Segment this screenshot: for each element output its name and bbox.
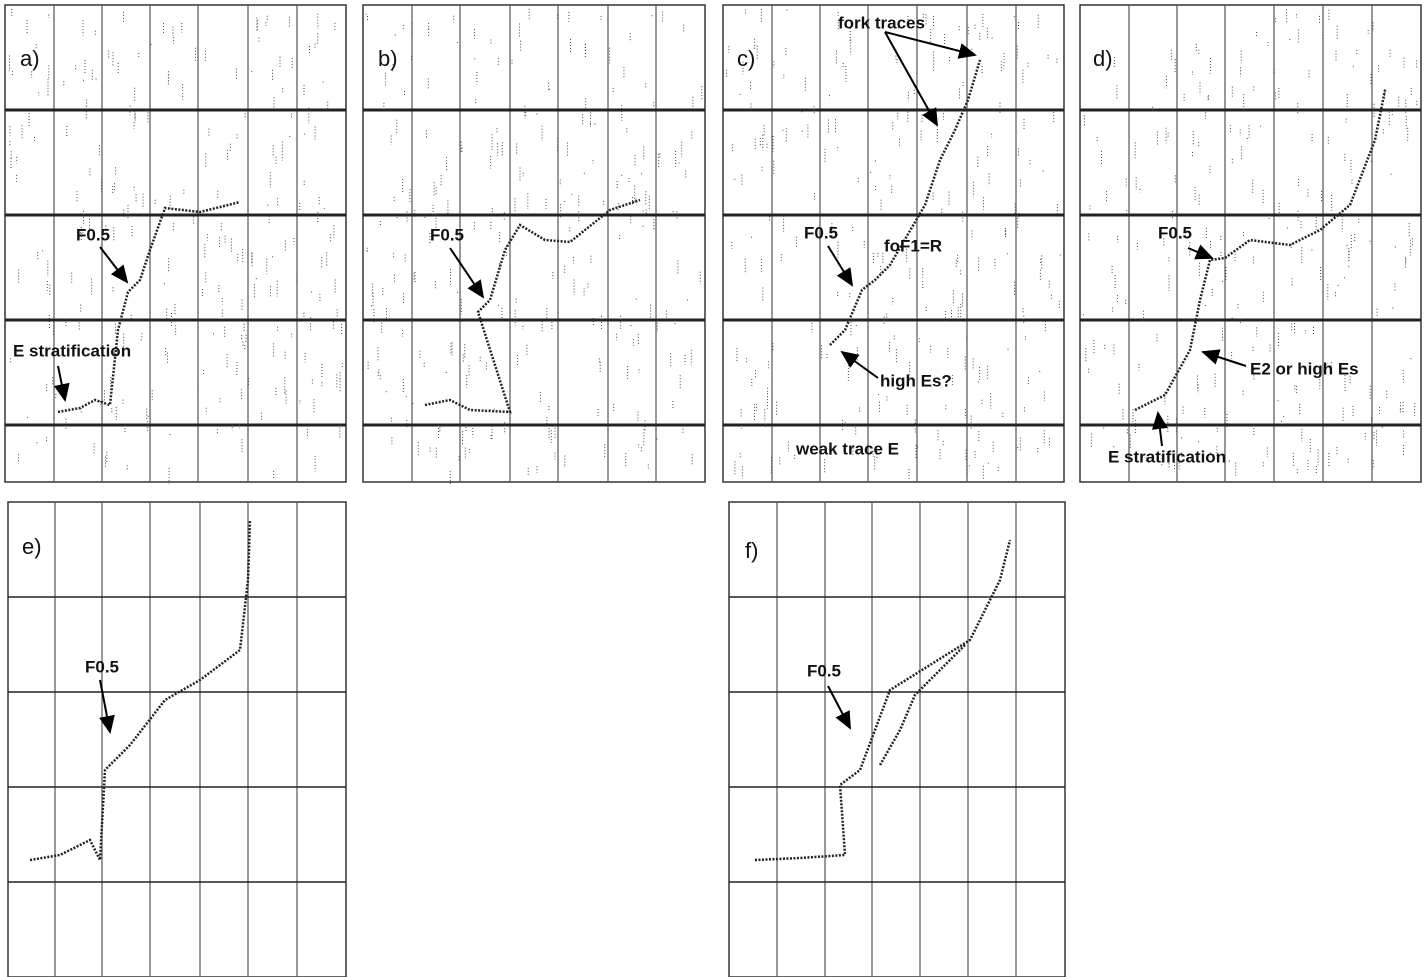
annotation: foF1=R [884, 236, 942, 255]
trace [29, 519, 252, 865]
panel-label: e) [22, 534, 42, 559]
annotation: F0.5 [804, 223, 838, 242]
panel-frame [1079, 4, 1422, 483]
panel-label: a) [20, 46, 40, 71]
arrow [1187, 244, 1214, 260]
panel-frames [4, 4, 1422, 977]
panel-label: c) [737, 46, 755, 71]
arrow [884, 31, 977, 59]
annotation: F0.5 [807, 661, 841, 680]
annotation: F0.5 [1158, 223, 1192, 242]
annotation: F0.5 [430, 225, 464, 244]
annotation: high Es? [880, 371, 952, 390]
trace [424, 198, 641, 414]
panel-frame [728, 501, 1066, 977]
noise [9, 8, 1418, 484]
arrow [827, 685, 851, 730]
panel-label: f) [745, 538, 758, 563]
trace [57, 200, 241, 414]
traces [29, 59, 1387, 865]
trace [878, 644, 966, 766]
trace [754, 539, 1012, 862]
annotation: E stratification [13, 341, 131, 360]
panel-frame [4, 4, 347, 483]
arrow [99, 246, 129, 284]
arrow [840, 350, 879, 379]
panel-label: d) [1093, 46, 1113, 71]
panel-label: b) [378, 46, 398, 71]
annotation: fork traces [838, 13, 925, 32]
annotation: F0.5 [76, 225, 110, 244]
panel-frame [722, 4, 1065, 483]
annotation: E stratification [1108, 447, 1226, 466]
panel-frame [362, 4, 706, 483]
arrow [1201, 349, 1247, 367]
annotation: E2 or high Es [1250, 359, 1359, 378]
arrow [99, 679, 115, 734]
arrow [1151, 411, 1168, 447]
arrow [53, 365, 70, 402]
annotation: weak trace E [795, 439, 899, 458]
annotation: F0.5 [85, 657, 119, 676]
panel-frame [7, 501, 347, 977]
arrow [449, 247, 485, 299]
arrow [827, 245, 854, 287]
trace [1134, 89, 1387, 412]
trace [829, 59, 982, 346]
arrow [884, 31, 938, 127]
